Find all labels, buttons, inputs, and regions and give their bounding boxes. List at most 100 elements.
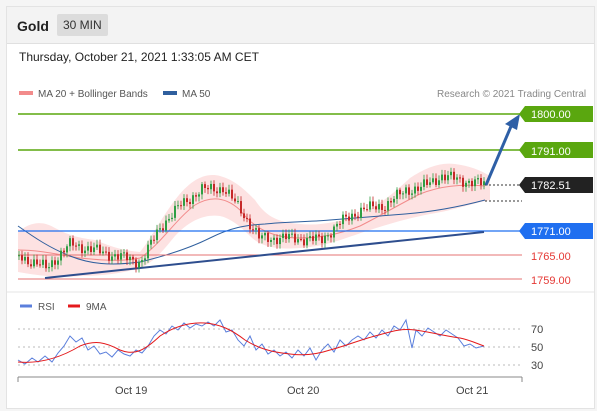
candle-body-74 xyxy=(237,201,239,203)
candle-body-47 xyxy=(156,229,158,241)
x-tick-oct21: Oct 21 xyxy=(456,385,488,397)
timestamp: Thursday, October 21, 2021 1:33:05 AM CE… xyxy=(19,50,259,64)
candle-body-37 xyxy=(126,252,128,261)
candle-body-100 xyxy=(315,234,317,241)
candle-body-68 xyxy=(219,187,221,194)
legend-bollinger: MA 20 + Bollinger Bands xyxy=(19,89,148,100)
candle-body-116 xyxy=(363,207,365,210)
candle-body-105 xyxy=(330,235,332,238)
candle-body-19 xyxy=(72,238,74,246)
candle-body-49 xyxy=(162,228,164,231)
candle-body-138 xyxy=(429,182,431,185)
candle-body-145 xyxy=(450,171,452,176)
candle-body-58 xyxy=(189,202,191,204)
candle-body-137 xyxy=(426,179,428,185)
candle-body-82 xyxy=(261,235,263,239)
candle-body-65 xyxy=(210,183,212,190)
candle-body-6 xyxy=(33,259,35,267)
candle-body-9 xyxy=(42,259,44,265)
tag-pivot-label: 1771.00 xyxy=(531,226,571,238)
candle-body-88 xyxy=(279,238,281,245)
candle-body-84 xyxy=(267,232,269,242)
candle-body-24 xyxy=(87,246,89,251)
candle-body-71 xyxy=(228,189,230,194)
candle-body-34 xyxy=(117,254,119,260)
candle-body-109 xyxy=(342,214,344,225)
candle-body-96 xyxy=(303,239,305,246)
candle-body-131 xyxy=(408,187,410,195)
candle-body-130 xyxy=(405,187,407,194)
candle-body-102 xyxy=(321,236,323,244)
candle-body-97 xyxy=(306,238,308,246)
candle-body-151 xyxy=(468,180,470,183)
candle-body-33 xyxy=(114,254,116,257)
candle-body-17 xyxy=(66,246,68,253)
candle-body-45 xyxy=(150,239,152,245)
candle-body-36 xyxy=(123,252,125,254)
candle-body-124 xyxy=(387,201,389,211)
candle-body-98 xyxy=(309,236,311,239)
forecast-arrow-line xyxy=(484,123,514,186)
forecast-arrow-head xyxy=(505,114,520,130)
candle-body-150 xyxy=(465,182,467,187)
candle-body-30 xyxy=(105,251,107,253)
candle-body-115 xyxy=(360,207,362,218)
rsi-tick-70: 70 xyxy=(531,324,543,336)
candlesticks xyxy=(18,167,485,273)
candle-body-8 xyxy=(39,264,41,266)
candle-body-55 xyxy=(180,205,182,207)
candle-body-12 xyxy=(51,260,53,268)
candle-body-81 xyxy=(258,228,260,239)
candle-body-136 xyxy=(423,179,425,187)
tag-s2-label: 1759.00 xyxy=(531,275,571,287)
candle-body-143 xyxy=(444,174,446,181)
candle-body-64 xyxy=(207,187,209,190)
candle-body-108 xyxy=(339,223,341,225)
tag-r2-label: 1800.00 xyxy=(531,109,571,121)
candle-body-106 xyxy=(333,226,335,238)
candle-body-26 xyxy=(93,247,95,253)
candle-body-63 xyxy=(204,184,206,188)
candle-body-39 xyxy=(132,256,134,260)
candle-body-62 xyxy=(201,184,203,195)
interval-badge[interactable]: 30 MIN xyxy=(57,14,108,36)
candle-body-70 xyxy=(225,192,227,194)
tag-r1-label: 1791.00 xyxy=(531,146,571,158)
rsi-line xyxy=(17,318,485,365)
candle-body-60 xyxy=(195,195,197,197)
candle-body-44 xyxy=(147,244,149,259)
candle-body-135 xyxy=(420,186,422,191)
candle-body-41 xyxy=(138,262,140,268)
candle-body-51 xyxy=(168,218,170,221)
candle-body-128 xyxy=(399,189,401,195)
x-tick-oct19: Oct 19 xyxy=(115,385,147,397)
candle-body-56 xyxy=(183,198,185,206)
candle-body-29 xyxy=(102,251,104,254)
rsi-tick-50: 50 xyxy=(531,342,543,354)
candle-body-117 xyxy=(366,209,368,211)
tag-pivot: 1771.00 xyxy=(519,223,593,239)
ma9-legend-label: 9MA xyxy=(86,302,107,313)
candle-body-54 xyxy=(177,205,179,207)
candle-body-22 xyxy=(81,244,83,254)
candle-body-119 xyxy=(372,201,374,207)
instrument-title: Gold xyxy=(17,18,49,34)
candle-body-25 xyxy=(90,246,92,253)
candle-body-76 xyxy=(243,213,245,219)
candle-body-90 xyxy=(285,233,287,240)
candle-body-111 xyxy=(348,216,350,221)
candle-body-155 xyxy=(480,178,482,186)
candle-body-50 xyxy=(165,220,167,231)
candle-body-5 xyxy=(30,264,32,267)
candle-body-93 xyxy=(294,233,296,243)
candle-body-153 xyxy=(474,179,476,187)
candle-body-141 xyxy=(438,180,440,185)
candle-body-95 xyxy=(300,239,302,241)
candle-body-13 xyxy=(54,260,56,265)
candle-body-16 xyxy=(63,250,65,253)
rsi-tick-30: 30 xyxy=(531,360,543,372)
candle-body-3 xyxy=(24,256,26,261)
candle-body-91 xyxy=(288,234,290,240)
candle-body-11 xyxy=(48,267,50,269)
